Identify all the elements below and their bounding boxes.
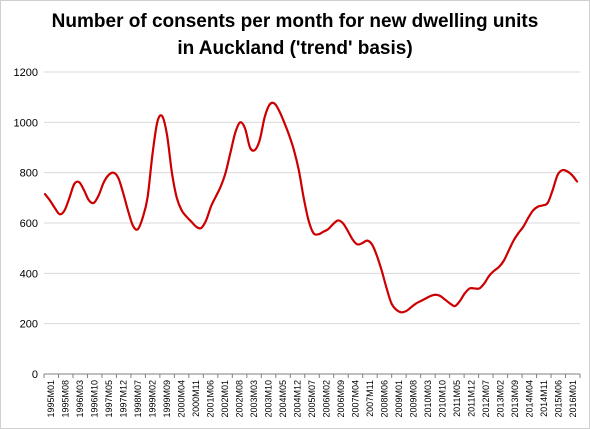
x-tick-label-1996M10: 1996M10 — [90, 380, 100, 418]
x-tick-label-2011M05: 2011M05 — [452, 380, 462, 417]
chart-title-line-2: in Auckland ('trend' basis) — [177, 38, 413, 59]
y-tick-label-800: 800 — [20, 168, 38, 180]
x-tick-label-2009M01: 2009M01 — [394, 380, 404, 418]
chart-title-line-1: Number of consents per month for new dwe… — [51, 11, 539, 32]
x-tick-label-2003M03: 2003M03 — [249, 380, 259, 418]
x-tick-label-1996M03: 1996M03 — [75, 380, 85, 418]
x-tick-label-2009M08: 2009M08 — [408, 380, 418, 418]
chart-title: Number of consents per month for new dwe… — [0, 8, 590, 62]
y-tick-label-600: 600 — [20, 218, 38, 230]
x-tick-label-1995M08: 1995M08 — [61, 380, 71, 418]
x-tick-label-2012M07: 2012M07 — [481, 380, 491, 418]
x-tick-label-2006M09: 2006M09 — [336, 380, 346, 418]
x-tick-label-2015M06: 2015M06 — [553, 380, 563, 418]
x-tick-label-1997M12: 1997M12 — [119, 380, 129, 418]
y-tick-label-400: 400 — [20, 268, 38, 280]
x-tick-label-2004M05: 2004M05 — [278, 380, 288, 418]
x-tick-label-1999M09: 1999M09 — [162, 380, 172, 418]
x-tick-label-2011M12: 2011M12 — [466, 380, 476, 417]
x-tick-label-2008M06: 2008M06 — [379, 380, 389, 418]
series-line — [43, 101, 579, 314]
x-tick-label-2013M09: 2013M09 — [510, 380, 520, 418]
x-tick-label-2000M11: 2000M11 — [191, 380, 201, 417]
x-tick-label-2000M04: 2000M04 — [177, 380, 187, 418]
x-tick-label-1997M05: 1997M05 — [104, 380, 114, 418]
x-tick-label-2014M11: 2014M11 — [539, 380, 549, 417]
x-tick-label-2004M12: 2004M12 — [293, 380, 303, 418]
x-tick-label-2005M07: 2005M07 — [307, 380, 317, 418]
x-tick-label-2016M01: 2016M01 — [568, 380, 578, 418]
y-tick-label-0: 0 — [32, 369, 38, 381]
y-tick-label-200: 200 — [20, 319, 38, 331]
x-tick-label-1999M02: 1999M02 — [148, 380, 158, 418]
x-tick-label-2002M08: 2002M08 — [235, 380, 245, 418]
x-tick-label-2007M11: 2007M11 — [365, 380, 375, 417]
x-tick-label-2010M10: 2010M10 — [437, 380, 447, 418]
x-tick-label-2010M03: 2010M03 — [423, 380, 433, 418]
x-tick-label-2013M02: 2013M02 — [495, 380, 505, 418]
y-tick-label-1000: 1000 — [14, 117, 38, 129]
x-tick-label-2003M10: 2003M10 — [264, 380, 274, 418]
x-tick-label-2006M02: 2006M02 — [321, 380, 331, 418]
x-tick-label-1995M01: 1995M01 — [46, 380, 56, 418]
x-tick-label-2001M06: 2001M06 — [206, 380, 216, 418]
y-tick-label-1200: 1200 — [14, 67, 38, 79]
x-tick-label-2007M04: 2007M04 — [350, 380, 360, 418]
x-tick-label-2014M04: 2014M04 — [524, 380, 534, 418]
x-tick-label-1998M07: 1998M07 — [133, 380, 143, 418]
x-tick-label-2002M01: 2002M01 — [220, 380, 230, 418]
